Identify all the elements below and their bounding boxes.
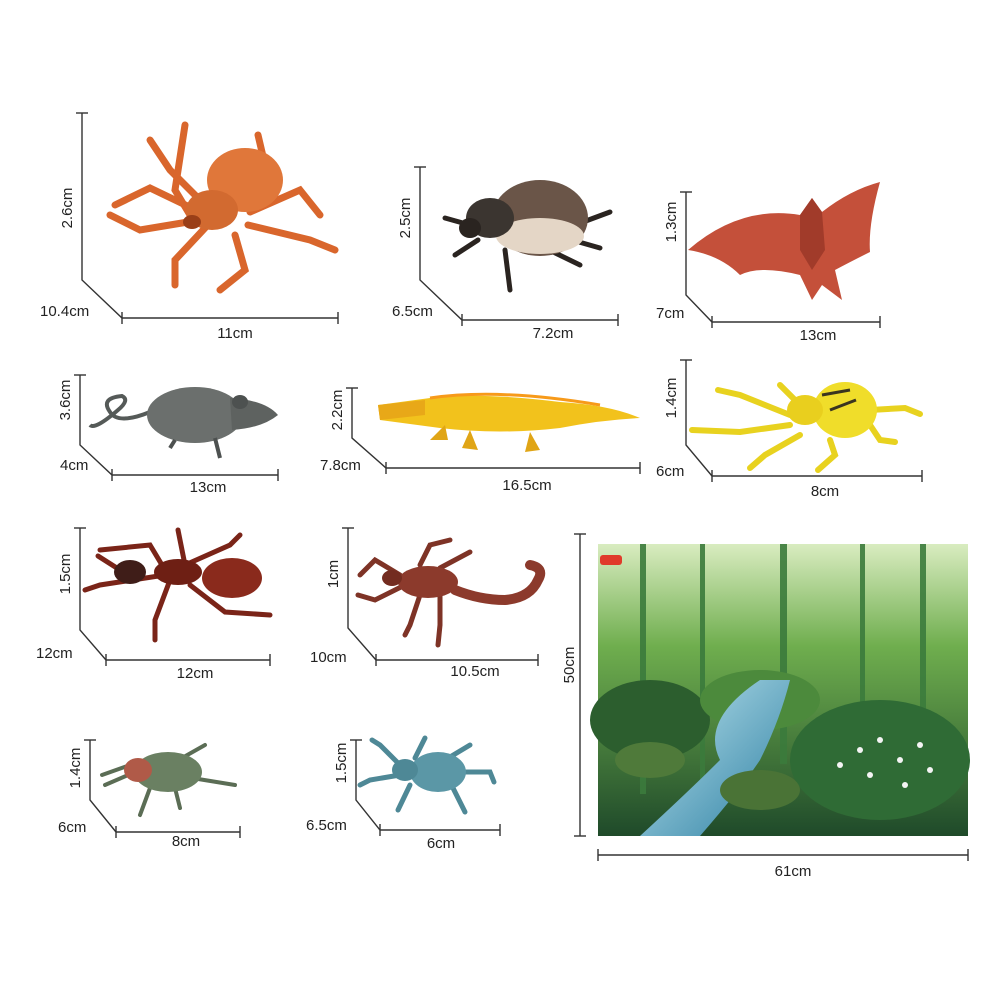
item-scorpion: 1cm 10cm 10.5cm <box>310 527 546 680</box>
length-label: 6cm <box>427 835 455 852</box>
height-label: 1.5cm <box>57 554 74 595</box>
length-label: 16.5cm <box>502 477 551 494</box>
blue-beetle-icon <box>357 735 497 815</box>
dimension-lines <box>680 359 923 482</box>
dimension-lines <box>76 112 339 324</box>
poster-logo <box>600 555 622 565</box>
dimension-lines <box>84 739 241 838</box>
item-beetle: 2.5cm 6.5cm 7.2cm <box>392 166 619 342</box>
depth-label: 10cm <box>310 649 347 666</box>
length-label: 12cm <box>177 665 214 682</box>
poster-width-label: 61cm <box>775 863 812 880</box>
height-label: 2.2cm <box>329 390 346 431</box>
height-label: 2.5cm <box>397 198 414 239</box>
height-label: 1.4cm <box>67 748 84 789</box>
beetle-icon <box>442 180 613 293</box>
forest-poster-image <box>590 544 970 836</box>
scorpion-icon <box>355 537 546 648</box>
length-label: 7.2cm <box>533 325 574 342</box>
dimension-lines <box>346 387 641 474</box>
depth-label: 4cm <box>60 457 88 474</box>
ant-icon <box>82 527 273 643</box>
height-label: 3.6cm <box>57 380 74 421</box>
item-rat: 3.6cm 4cm 13cm <box>57 374 279 496</box>
dimension-lines <box>74 527 271 666</box>
depth-label: 7cm <box>656 305 684 322</box>
crocodile-icon <box>378 392 640 452</box>
length-label: 10.5cm <box>450 663 499 680</box>
item-bat: 1.3cm 7cm 13cm <box>656 182 881 344</box>
length-label: 11cm <box>217 325 253 342</box>
dimension-lines <box>574 533 969 861</box>
rat-icon <box>88 387 278 459</box>
length-label: 13cm <box>800 327 837 344</box>
dimension-lines <box>342 527 539 666</box>
depth-label: 10.4cm <box>40 303 89 320</box>
item-crocodile: 2.2cm 7.8cm 16.5cm <box>320 387 641 494</box>
depth-label: 6.5cm <box>306 817 347 834</box>
height-label: 1.5cm <box>333 743 350 784</box>
height-label: 1cm <box>325 560 342 588</box>
dimension-lines <box>350 739 501 836</box>
dimension-lines <box>680 191 881 328</box>
depth-label: 7.8cm <box>320 457 361 474</box>
depth-label: 6.5cm <box>392 303 433 320</box>
stink-bug-icon <box>100 743 237 817</box>
bat-icon <box>688 182 880 300</box>
height-label: 1.4cm <box>663 378 680 419</box>
depth-label: 6cm <box>58 819 86 836</box>
length-label: 8cm <box>811 483 839 500</box>
item-blue-beetle: 1.5cm 6.5cm 6cm <box>306 735 501 852</box>
dimension-lines <box>414 166 619 326</box>
yellow-beetle-icon <box>689 382 923 473</box>
depth-label: 12cm <box>36 645 73 662</box>
item-yellow-beetle: 1.4cm 6cm 8cm <box>656 359 923 500</box>
poster-height-label: 50cm <box>561 647 578 684</box>
depth-label: 6cm <box>656 463 684 480</box>
length-label: 13cm <box>190 479 227 496</box>
length-label: 8cm <box>172 833 200 850</box>
dimension-lines <box>74 374 279 481</box>
item-ant: 1.5cm 12cm 12cm <box>36 527 273 682</box>
height-label: 2.6cm <box>59 188 76 229</box>
spider-icon <box>106 121 339 294</box>
item-stink-bug: 1.4cm 6cm 8cm <box>58 739 241 850</box>
item-forest-poster: 50cm 61cm <box>561 533 970 880</box>
item-spider: 2.6cm 10.4cm 11cm <box>40 112 339 342</box>
height-label: 1.3cm <box>663 202 680 243</box>
